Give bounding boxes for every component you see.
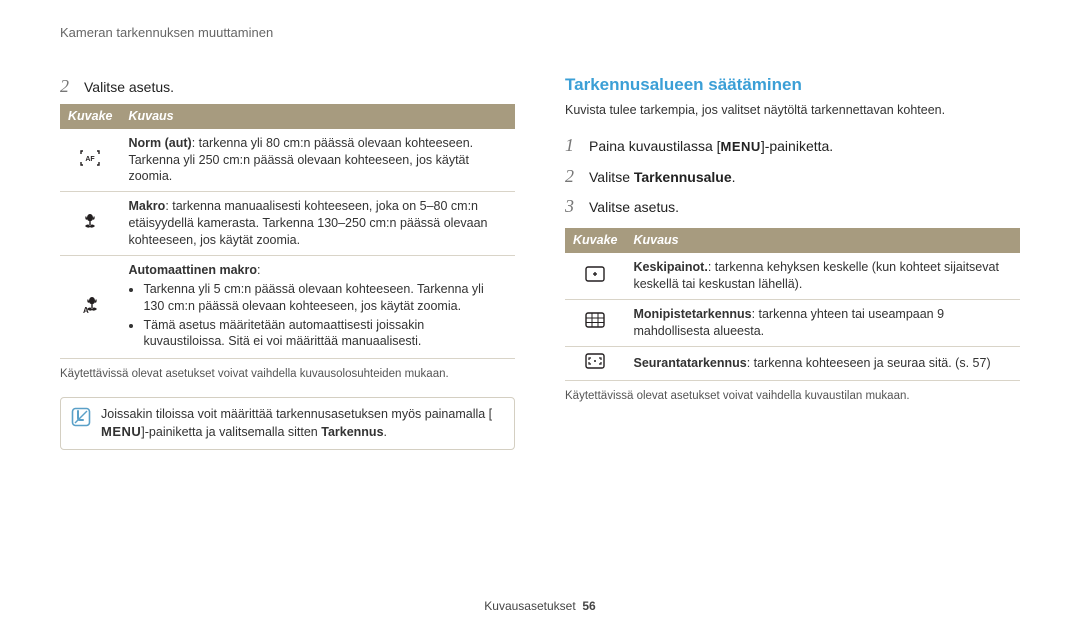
step-text: Paina kuvaustilassa [MENU]-painiketta. <box>589 137 833 156</box>
row-desc: Automaattinen makro: Tarkenna yli 5 cm:n… <box>120 255 515 358</box>
info-callout: Joissakin tiloissa voit määrittää tarken… <box>60 397 515 450</box>
page-root: Kameran tarkennuksen muuttaminen 2 Valit… <box>0 0 1080 630</box>
list-item: Tämä asetus määritetään automaattisesti … <box>143 317 507 351</box>
table-row: AF Norm (aut): tarkenna yli 80 cm:n pääs… <box>60 129 515 192</box>
breadcrumb: Kameran tarkennuksen muuttaminen <box>60 24 1020 42</box>
auto-tulip-icon: A <box>79 294 101 321</box>
table-row: Keskipainot.: tarkenna kehyksen keskelle… <box>565 253 1020 299</box>
table-row: Makro: tarkenna manuaalisesti kohteeseen… <box>60 192 515 256</box>
step-text: Valitse asetus. <box>589 198 679 217</box>
row-desc: Monipistetarkennus: tarkenna yhteen tai … <box>625 299 1020 346</box>
center-weight-icon <box>585 266 605 287</box>
left-focus-table: Kuvake Kuvaus AF <box>60 104 515 360</box>
step-3: 3 Valitse asetus. <box>565 194 1020 218</box>
right-column: Tarkennusalueen säätäminen Kuvista tulee… <box>565 74 1020 450</box>
table-row: Monipistetarkennus: tarkenna yhteen tai … <box>565 299 1020 346</box>
multi-grid-icon <box>585 312 605 333</box>
step-number: 3 <box>565 194 579 218</box>
row-desc: Seurantatarkennus: tarkenna kohteeseen j… <box>625 346 1020 380</box>
step-2: 2 Valitse Tarkennusalue. <box>565 164 1020 188</box>
af-bracket-icon: AF <box>80 149 100 172</box>
row-desc: Norm (aut): tarkenna yli 80 cm:n päässä … <box>120 129 515 192</box>
page-number: 56 <box>582 599 595 613</box>
left-note: Käytettävissä olevat asetukset voivat va… <box>60 367 515 383</box>
row-desc: Makro: tarkenna manuaalisesti kohteeseen… <box>120 192 515 256</box>
info-text: Joissakin tiloissa voit määrittää tarken… <box>101 406 504 441</box>
list-item: Tarkenna yli 5 cm:n päässä olevaan kohte… <box>143 281 507 315</box>
row-desc: Keskipainot.: tarkenna kehyksen keskelle… <box>625 253 1020 299</box>
right-note: Käytettävissä olevat asetukset voivat va… <box>565 389 1020 405</box>
tulip-icon <box>80 211 100 236</box>
step-number: 2 <box>60 74 74 98</box>
table-row: A Automaattinen makro: Tarkenna yli 5 cm… <box>60 255 515 358</box>
step-text: Valitse asetus. <box>84 78 174 97</box>
svg-text:A: A <box>83 306 89 315</box>
th-desc: Kuvaus <box>625 228 1020 253</box>
section-title: Tarkennusalueen säätäminen <box>565 74 1020 97</box>
step-number: 2 <box>565 164 579 188</box>
step-2: 2 Valitse asetus. <box>60 74 515 98</box>
table-row: Seurantatarkennus: tarkenna kohteeseen j… <box>565 346 1020 380</box>
th-icon: Kuvake <box>60 104 120 129</box>
right-focus-area-table: Kuvake Kuvaus <box>565 228 1020 380</box>
th-desc: Kuvaus <box>120 104 515 129</box>
tracking-icon <box>585 353 605 374</box>
left-column: 2 Valitse asetus. Kuvake Kuvaus <box>60 74 515 450</box>
content-columns: 2 Valitse asetus. Kuvake Kuvaus <box>60 74 1020 450</box>
section-subtitle: Kuvista tulee tarkempia, jos valitset nä… <box>565 102 1020 119</box>
svg-text:AF: AF <box>86 156 96 163</box>
page-footer: Kuvausasetukset 56 <box>0 598 1080 614</box>
menu-label: MENU <box>721 138 761 156</box>
step-number: 1 <box>565 133 579 157</box>
th-icon: Kuvake <box>565 228 625 253</box>
step-text: Valitse Tarkennusalue. <box>589 168 736 187</box>
footer-label: Kuvausasetukset <box>484 599 575 613</box>
note-icon <box>71 407 91 432</box>
menu-label: MENU <box>101 423 141 441</box>
step-1: 1 Paina kuvaustilassa [MENU]-painiketta. <box>565 133 1020 157</box>
